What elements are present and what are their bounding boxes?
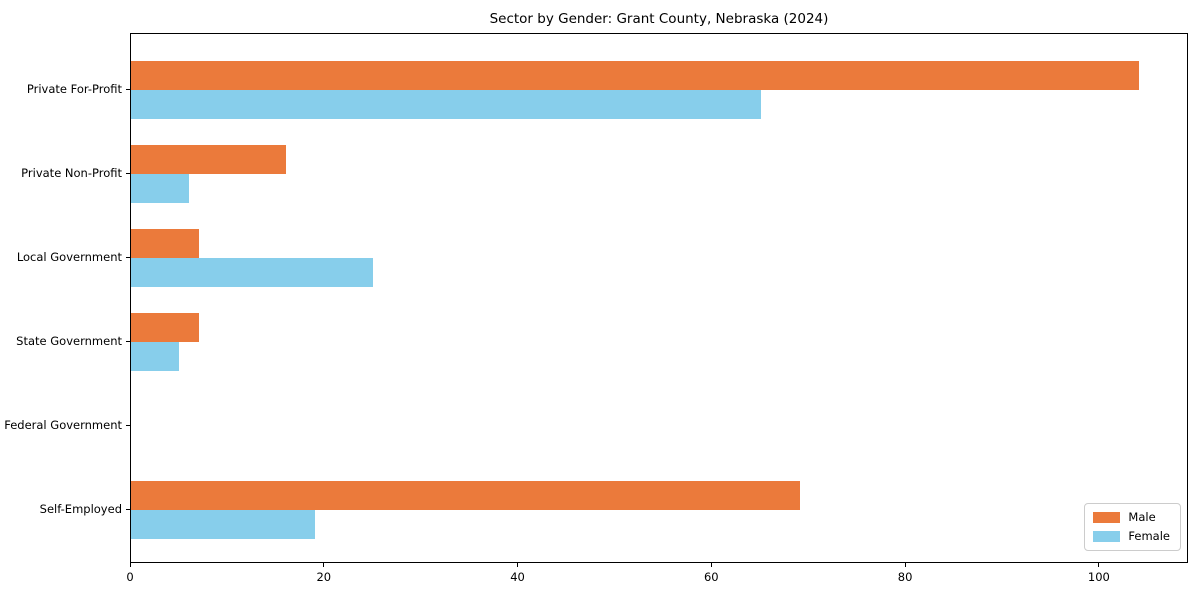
bar-male-private-for-profit: [131, 61, 1139, 90]
x-axis-tick-label-60: 60: [703, 570, 719, 584]
y-axis-label-local-government: Local Government: [16, 250, 122, 264]
bar-female-private-for-profit: [131, 90, 761, 119]
legend-item-female: Female: [1093, 530, 1170, 543]
bar-female-local-government: [131, 258, 374, 287]
x-axis-tick-label-0: 0: [126, 570, 134, 584]
x-axis-tick: [1098, 563, 1100, 567]
y-axis-tick: [126, 257, 130, 258]
legend-item-male: Male: [1093, 511, 1170, 524]
x-axis-tick: [129, 563, 131, 567]
chart-title: Sector by Gender: Grant County, Nebraska…: [489, 11, 829, 27]
x-axis-tick-label-80: 80: [897, 570, 913, 584]
legend-swatch-male: [1093, 512, 1121, 523]
bar-male-state-government: [131, 313, 199, 342]
x-axis-tick-label-40: 40: [510, 570, 525, 584]
bar-male-local-government: [131, 229, 199, 258]
y-axis-label-private-non-profit: Private Non-Profit: [21, 166, 122, 180]
bar-male-private-non-profit: [131, 145, 287, 174]
y-axis-label-private-for-profit: Private For-Profit: [26, 82, 122, 96]
bar-female-state-government: [131, 342, 180, 371]
bar-female-self-employed: [131, 510, 316, 539]
bar-female-private-non-profit: [131, 174, 190, 203]
legend-label-female: Female: [1128, 529, 1170, 543]
x-axis-tick: [517, 563, 519, 567]
x-axis-tick: [710, 563, 712, 567]
y-axis-tick: [126, 89, 130, 90]
legend-label-male: Male: [1128, 510, 1156, 524]
x-axis-tick: [323, 563, 325, 567]
x-axis-tick: [904, 563, 906, 567]
legend-swatch-female: [1093, 531, 1121, 542]
x-axis-tick-label-100: 100: [1087, 570, 1110, 584]
y-axis-label-self-employed: Self-Employed: [39, 502, 122, 516]
y-axis-tick: [126, 341, 130, 342]
x-axis-tick-label-20: 20: [316, 570, 332, 584]
y-axis-tick: [126, 173, 130, 174]
legend: Male Female: [1084, 503, 1181, 551]
y-axis-tick: [126, 509, 130, 510]
bar-male-self-employed: [131, 481, 800, 510]
plot-area: [130, 33, 1188, 563]
y-axis-tick: [126, 425, 130, 426]
y-axis-label-state-government: State Government: [16, 334, 122, 348]
y-axis-label-federal-government: Federal Government: [4, 418, 122, 432]
